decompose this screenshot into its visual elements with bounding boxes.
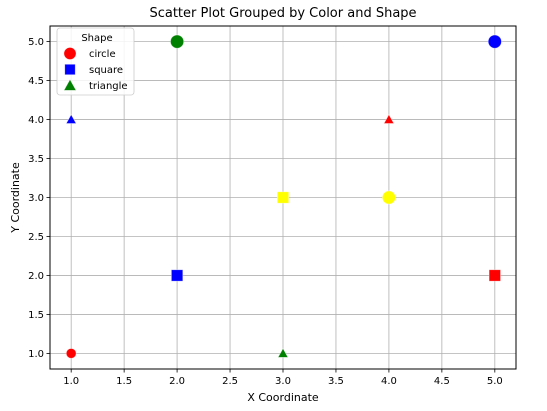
legend-label-triangle: triangle xyxy=(89,81,128,92)
data-point-square xyxy=(276,191,290,204)
data-point-circle xyxy=(65,348,77,359)
y-tick-label: 4.5 xyxy=(28,76,44,87)
x-tick-label: 4.5 xyxy=(434,376,450,387)
x-tick-label: 3.5 xyxy=(328,376,344,387)
x-axis-label: X Coordinate xyxy=(247,391,319,404)
data-point-triangle xyxy=(383,113,395,124)
y-tick-label: 1.0 xyxy=(28,349,44,360)
legend-label-square: square xyxy=(89,65,123,76)
y-tick-label: 1.5 xyxy=(28,310,44,321)
y-tick-label: 2.0 xyxy=(28,271,44,282)
data-point-triangle xyxy=(277,347,289,358)
data-point-circle xyxy=(381,190,396,205)
legend: Shape circle square triangle xyxy=(56,27,135,96)
ticks: 1.0 1.5 2.0 2.5 3.0 3.5 4.0 4.5 5.0 1.0 1.5 2.0 2.5 3… xyxy=(28,37,503,387)
y-tick-label: 3.0 xyxy=(28,193,44,204)
x-tick-label: 1.5 xyxy=(116,376,132,387)
y-tick-label: 2.5 xyxy=(28,232,44,243)
x-tick-label: 1.0 xyxy=(63,376,79,387)
y-tick-label: 4.0 xyxy=(28,115,44,126)
data-points xyxy=(65,34,502,359)
legend-marker-square xyxy=(64,63,76,76)
x-tick-label: 5.0 xyxy=(487,376,503,387)
y-axis-label: Y Coordinate xyxy=(9,162,22,234)
y-tick-label: 5.0 xyxy=(28,37,44,48)
y-tick-label: 3.5 xyxy=(28,154,44,165)
legend-marker-triangle xyxy=(63,78,77,91)
x-tick-label: 4.0 xyxy=(381,376,397,387)
data-point-circle xyxy=(487,34,502,49)
data-point-triangle xyxy=(65,113,77,124)
legend-label-circle: circle xyxy=(89,49,116,60)
x-tick-label: 3.0 xyxy=(275,376,291,387)
x-tick-label: 2.0 xyxy=(169,376,185,387)
x-tick-label: 2.5 xyxy=(222,376,238,387)
data-point-square xyxy=(171,269,184,282)
legend-box xyxy=(56,27,135,96)
data-point-circle xyxy=(170,34,185,49)
chart-title: Scatter Plot Grouped by Color and Shape xyxy=(149,6,416,21)
data-point-square xyxy=(488,269,501,282)
legend-title: Shape xyxy=(81,33,112,44)
legend-marker-circle xyxy=(63,47,77,60)
